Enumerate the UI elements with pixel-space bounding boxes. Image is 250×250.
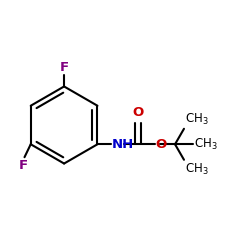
Text: F: F [19, 159, 28, 172]
Text: O: O [156, 138, 167, 151]
Text: CH$_3$: CH$_3$ [194, 137, 218, 152]
Text: F: F [60, 60, 69, 74]
Text: CH$_3$: CH$_3$ [185, 112, 209, 127]
Text: CH$_3$: CH$_3$ [185, 162, 209, 177]
Text: O: O [132, 106, 143, 120]
Text: NH: NH [112, 138, 134, 151]
